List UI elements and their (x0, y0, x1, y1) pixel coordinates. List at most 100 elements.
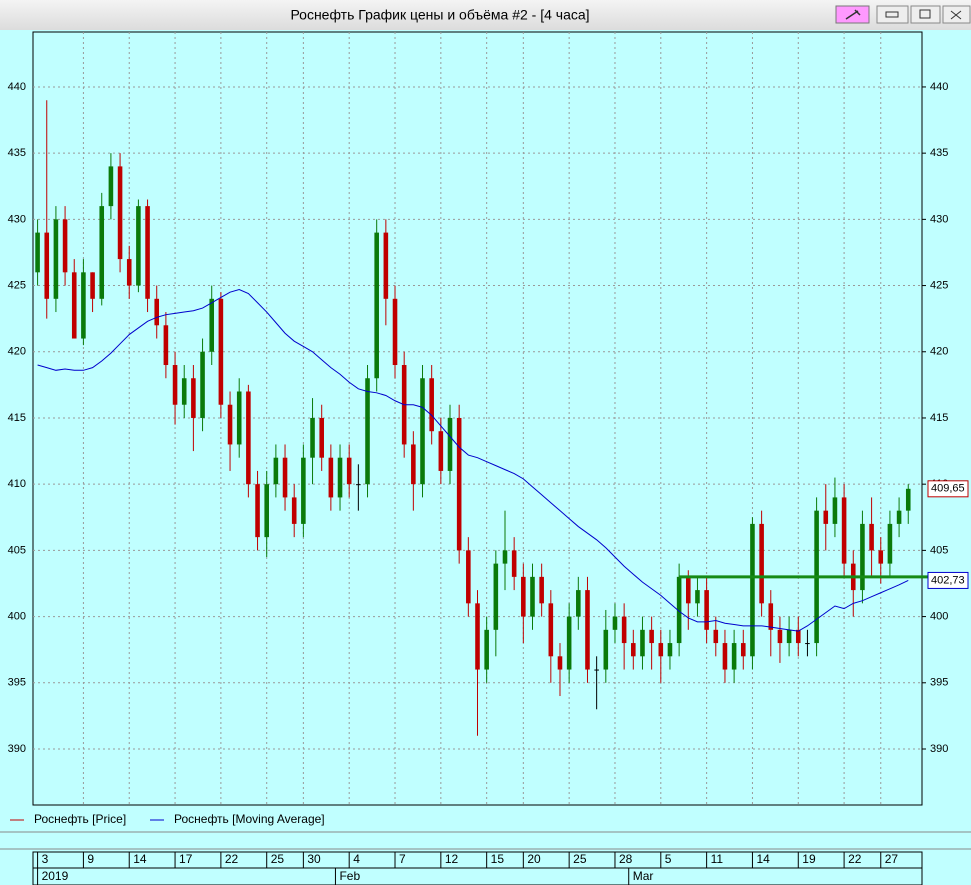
y-tick-label: 400 (8, 610, 26, 622)
y-tick-label: 440 (930, 81, 948, 93)
candle-body (576, 590, 581, 617)
y-tick-label: 420 (8, 346, 26, 358)
minimize-button[interactable] (876, 5, 909, 24)
y-tick-label: 440 (8, 81, 26, 93)
x-tick-label: 5 (665, 852, 672, 866)
candle-body (511, 550, 517, 577)
candle-body (438, 431, 444, 471)
x-tick-label: 14 (756, 852, 770, 866)
x-tick-label: 25 (271, 852, 285, 866)
candle-body (291, 497, 297, 524)
y-tick-label: 390 (930, 743, 948, 755)
candle-body (392, 298, 398, 366)
x-tick-label: 4 (353, 852, 360, 866)
candle-body (713, 629, 719, 644)
x-tick-label: 19 (802, 852, 816, 866)
candle-body (832, 497, 838, 524)
candle-body (612, 616, 618, 630)
candle-body (841, 497, 847, 564)
candle-body (218, 298, 224, 405)
x-tick-label: 20 (527, 852, 541, 866)
candle-body (172, 365, 178, 405)
title-bar (0, 0, 971, 30)
candle-body (530, 576, 535, 617)
candle-body (356, 484, 361, 486)
candle-body (411, 444, 416, 485)
candle-body (301, 457, 306, 524)
y-tick-label: 410 (8, 478, 26, 490)
candle-body (667, 643, 673, 657)
candle-body (750, 523, 755, 657)
legend-label: Роснефть [Moving Average] (174, 812, 325, 826)
legend-label: Роснефть [Price] (34, 812, 126, 826)
x-tick-label: 3 (42, 852, 49, 866)
candle-body (795, 629, 801, 644)
candle-body (631, 643, 636, 657)
x-tick-label: 25 (573, 852, 587, 866)
candle-body (447, 417, 453, 471)
candle-body (557, 656, 563, 670)
candle-body (585, 590, 590, 670)
x-tick-label: 12 (445, 852, 459, 866)
candle-body (521, 576, 526, 617)
x-tick-label: 7 (399, 852, 406, 866)
last-value-box (927, 571, 969, 589)
last-value-box (927, 480, 969, 498)
candle-body (594, 669, 599, 671)
pin-icon (845, 9, 861, 20)
x-tick-label: 22 (225, 852, 239, 866)
candle-body (35, 232, 40, 273)
restore-button[interactable] (910, 5, 941, 24)
x-tick-label: 22 (848, 852, 862, 866)
candle-body (273, 457, 279, 485)
candle-body (44, 232, 50, 299)
candle-body (759, 523, 764, 604)
candle-body (117, 166, 123, 260)
x-tick-label: 17 (179, 852, 193, 866)
candle-body (346, 457, 352, 485)
candle-body (71, 272, 77, 339)
candle-body (429, 378, 434, 432)
candle-body (255, 484, 260, 538)
y-tick-label: 405 (8, 544, 26, 556)
window-title: Роснефть График цены и объёма #2 - [4 ча… (290, 7, 589, 23)
candle-body (869, 523, 874, 551)
candle-body (81, 272, 86, 339)
y-tick-label: 430 (930, 213, 948, 225)
y-tick-label: 425 (8, 279, 26, 291)
y-tick-label: 425 (930, 279, 948, 291)
candle-body (649, 629, 654, 644)
last-value-label: 402,73 (931, 574, 965, 586)
x-tick-label: 9 (87, 852, 94, 866)
y-tick-label: 435 (8, 147, 26, 159)
y-tick-label: 405 (930, 544, 948, 556)
month-label: Mar (633, 869, 654, 883)
close-icon (950, 10, 962, 20)
candle-body (456, 417, 462, 551)
candle-body (676, 576, 682, 644)
minimize-icon (885, 11, 899, 18)
candle-body (493, 563, 499, 630)
x-tick-label: 15 (491, 852, 505, 866)
candle-body (658, 643, 664, 657)
y-tick-label: 415 (930, 412, 948, 424)
y-tick-label: 415 (8, 412, 26, 424)
candle-body (191, 378, 196, 418)
candle-body (640, 629, 645, 657)
candle-body (603, 629, 609, 670)
candle-body (282, 457, 288, 498)
x-tick-label: 27 (885, 852, 899, 866)
candle-body (768, 603, 774, 630)
candle-body (365, 378, 370, 485)
candle-body (722, 643, 728, 670)
candle-body (53, 219, 59, 299)
y-tick-label: 390 (8, 743, 26, 755)
y-tick-label: 435 (930, 147, 948, 159)
candle-body (99, 206, 105, 299)
candle-body (383, 232, 389, 299)
candle-body (860, 523, 865, 591)
month-label: Feb (339, 869, 360, 883)
candle-body (420, 378, 425, 485)
x-tick-label: 28 (619, 852, 633, 866)
